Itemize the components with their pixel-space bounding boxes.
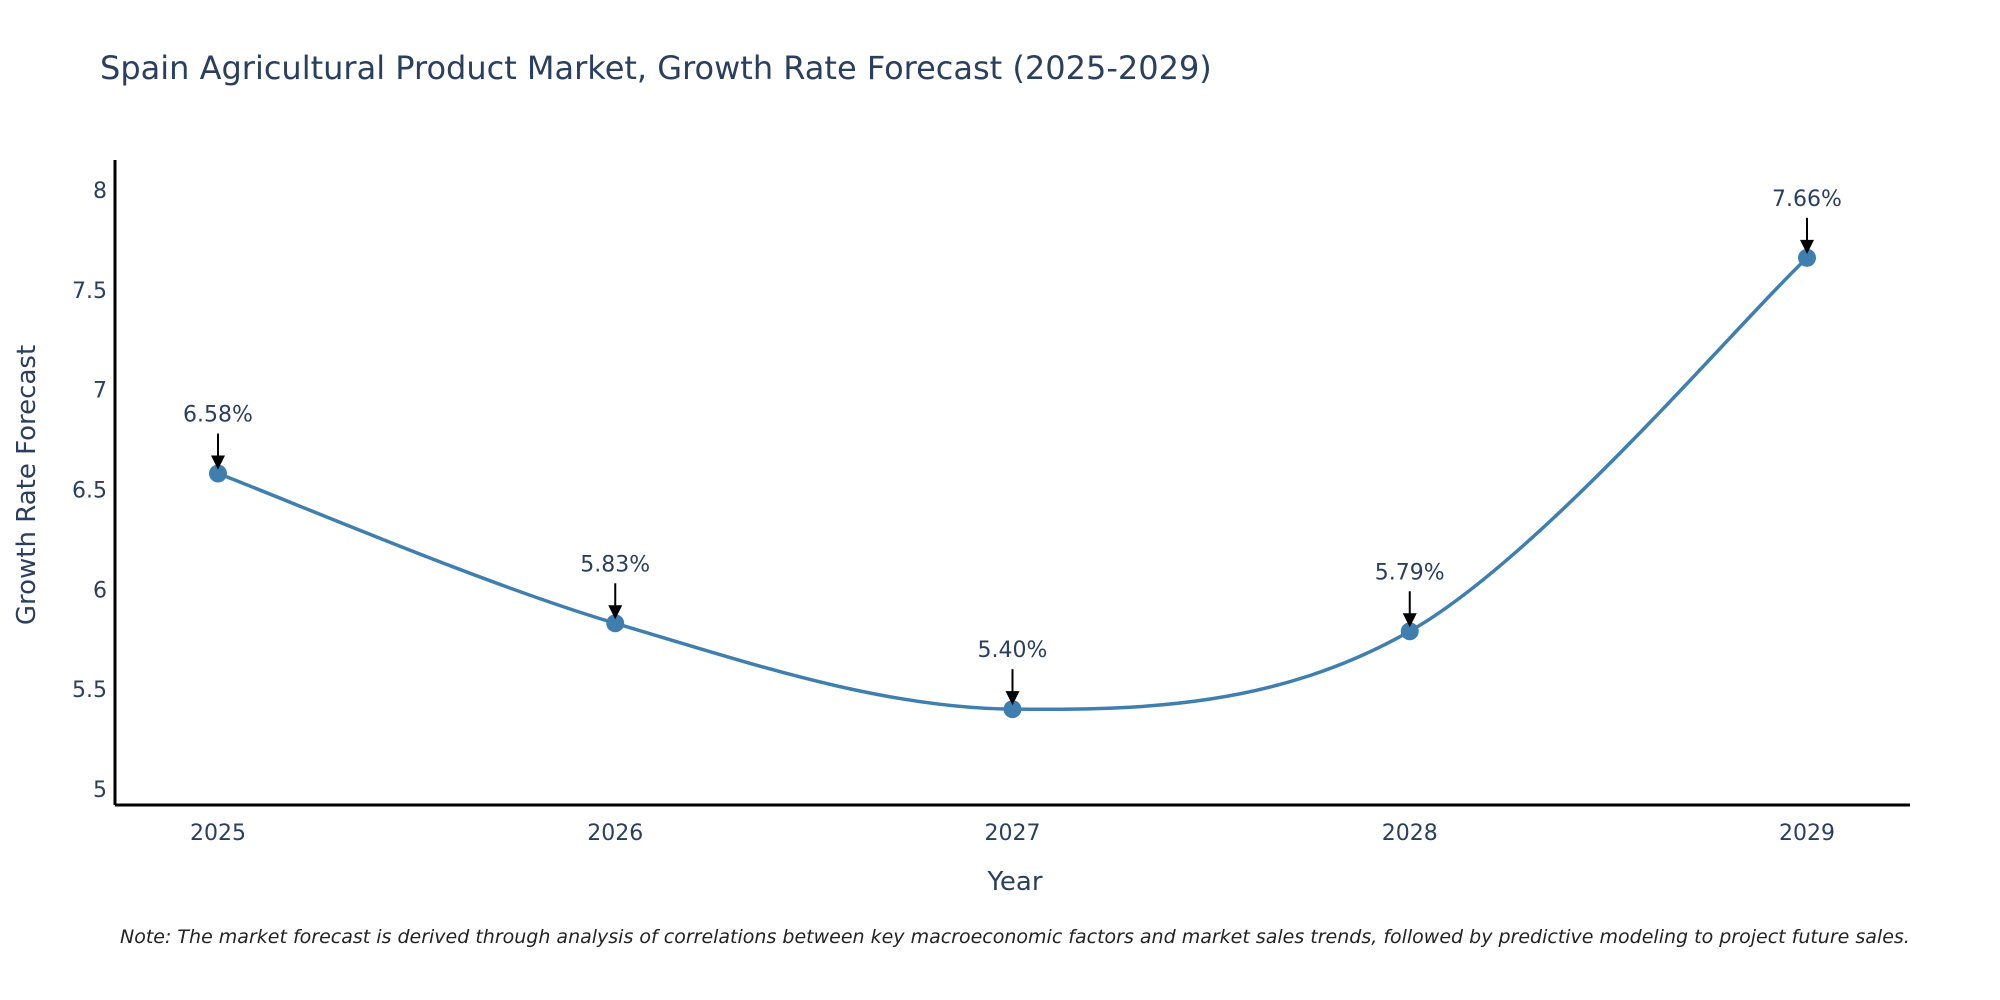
- data-label: 5.83%: [580, 552, 650, 577]
- series-line: [217, 256, 1809, 712]
- y-tick-label: 5: [93, 778, 107, 803]
- x-tick-label: 2026: [587, 821, 643, 846]
- annotation-arrowhead: [1800, 239, 1814, 254]
- x-axis-title: Year: [986, 867, 1042, 897]
- y-tick-label: 7.5: [72, 279, 107, 304]
- plot-area: 5 5.5 6 6.5 7 7.5 8 2025 2026 2027 2028 2029 6.58% 5.…: [72, 160, 1910, 846]
- y-tick-label: 8: [93, 179, 107, 204]
- x-tick-label: 2027: [985, 821, 1041, 846]
- y-axis-title: Growth Rate Forecast: [12, 345, 42, 625]
- data-label: 6.58%: [183, 403, 253, 428]
- y-tick-label: 7: [93, 379, 107, 404]
- data-point: [606, 614, 625, 633]
- data-point: [1400, 622, 1419, 641]
- y-tick-label: 6.5: [72, 478, 107, 503]
- y-tick-label: 5.5: [72, 678, 107, 703]
- data-point: [1798, 248, 1816, 267]
- data-label: 5.79%: [1375, 560, 1445, 585]
- annotation-arrowhead: [211, 455, 225, 470]
- data-label: 7.66%: [1772, 187, 1842, 212]
- data-point: [209, 464, 227, 483]
- x-tick-label: 2025: [190, 821, 246, 846]
- data-point: [1003, 700, 1022, 719]
- x-tick-label: 2029: [1779, 821, 1835, 846]
- annotation-arrowhead: [608, 605, 623, 620]
- y-tick-label: 6: [93, 578, 107, 603]
- chart-title: Spain Agricultural Product Market, Growt…: [100, 49, 1212, 87]
- chart-note: Note: The market forecast is derived thr…: [120, 926, 1910, 948]
- data-label: 5.40%: [978, 638, 1048, 663]
- annotation-arrowhead: [1402, 613, 1417, 628]
- x-tick-label: 2028: [1382, 821, 1438, 846]
- annotation-arrowhead: [1005, 691, 1020, 706]
